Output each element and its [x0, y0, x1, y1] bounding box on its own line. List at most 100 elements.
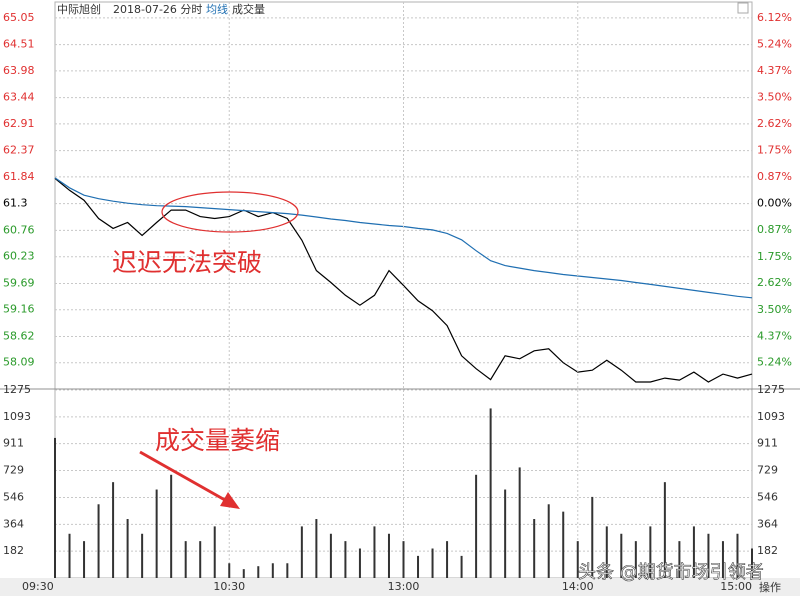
volume-bar	[634, 541, 637, 578]
volume-bar	[431, 548, 434, 578]
chart-title: 中际旭创	[57, 2, 101, 16]
price-line	[54, 177, 753, 383]
volume-bar	[373, 526, 376, 578]
operate-button[interactable]: 操作	[759, 580, 781, 594]
x-tick-label: 09:30	[22, 580, 54, 593]
annotation: 迟迟无法突破	[112, 248, 262, 277]
volume-bar	[402, 541, 405, 578]
volume-bar	[721, 541, 724, 578]
y-tick-label-right: 1275	[757, 383, 785, 396]
y-tick-label-right: 546	[757, 490, 778, 503]
volume-bar	[489, 408, 492, 578]
volume-bar	[300, 526, 303, 578]
volume-bar	[736, 533, 739, 578]
volume-bar	[228, 563, 231, 578]
y-tick-label-right: 911	[757, 437, 778, 450]
y2-tick-label: 5.24%	[757, 356, 792, 369]
y-tick-label: 729	[3, 464, 24, 477]
volume-bar	[504, 489, 507, 578]
arrow-head	[220, 492, 240, 509]
volume-bar	[678, 541, 681, 578]
y2-tick-label: 4.37%	[757, 329, 792, 342]
y-tick-label: 1093	[3, 410, 31, 423]
y2-tick-label: 3.50%	[757, 90, 792, 103]
y-tick-label: 182	[3, 544, 24, 557]
y-tick-label-right: 364	[757, 517, 778, 530]
y2-tick-label: 4.37%	[757, 64, 792, 77]
y2-tick-label: 6.12%	[757, 11, 792, 24]
volume-bar	[518, 467, 521, 578]
volume-bar	[591, 496, 594, 578]
volume-bar	[199, 541, 202, 578]
volume-bar	[358, 548, 361, 578]
y2-tick-label: 0.87%	[757, 170, 792, 183]
y-tick-label: 63.98	[3, 64, 35, 77]
close-box[interactable]	[737, 2, 749, 14]
y-tick-label: 64.51	[3, 38, 35, 51]
volume-bar	[286, 563, 289, 578]
time-axis-band	[0, 578, 800, 596]
volume-bar	[68, 533, 71, 578]
highlight-ellipse	[161, 191, 299, 233]
volume-bar	[213, 526, 216, 578]
volume-bar	[344, 541, 347, 578]
volume-bar	[257, 566, 260, 578]
y-tick-label: 65.05	[3, 11, 35, 24]
y-tick-label: 1275	[3, 383, 31, 396]
volume-bar	[271, 563, 274, 578]
annotation: 成交量萎缩	[155, 426, 280, 455]
volume-bar	[112, 482, 115, 578]
y-tick-label-right: 729	[757, 464, 778, 477]
y-tick-label: 58.09	[3, 356, 35, 369]
volume-bar	[751, 548, 753, 578]
x-tick-label: 10:30	[213, 580, 245, 593]
volume-bar	[170, 474, 173, 578]
y-tick-label-right: 182	[757, 544, 778, 557]
volume-bar	[83, 541, 86, 578]
watermark: 头条 @期货市场引领者	[578, 562, 764, 583]
y-tick-label: 62.91	[3, 117, 35, 130]
volume-bar	[54, 437, 56, 578]
volume-bar	[315, 519, 318, 578]
y-tick-label: 60.23	[3, 250, 35, 263]
arrow-shaft	[139, 450, 233, 506]
y-tick-label: 59.16	[3, 303, 35, 316]
volume-bar	[97, 504, 100, 578]
y2-tick-label: 1.75%	[757, 250, 792, 263]
y2-tick-label: 2.62%	[757, 276, 792, 289]
volume-bar	[387, 533, 390, 578]
y2-tick-label: 1.75%	[757, 144, 792, 157]
volume-bar	[533, 519, 536, 578]
y-tick-label: 61.84	[3, 170, 35, 183]
y-tick-label: 58.62	[3, 329, 35, 342]
y-tick-label: 911	[3, 437, 24, 450]
x-tick-label: 13:00	[388, 580, 420, 593]
volume-bar	[155, 489, 158, 578]
y-tick-label-right: 1093	[757, 410, 785, 423]
volume-bar	[417, 555, 420, 578]
volume-bar	[620, 533, 623, 578]
volume-bar	[576, 541, 579, 578]
y2-tick-label: 0.87%	[757, 223, 792, 236]
y-tick-label: 61.3	[3, 197, 28, 210]
y2-tick-label: 3.50%	[757, 303, 792, 316]
volume-bar	[562, 511, 565, 578]
volume-bar	[184, 541, 187, 578]
volume-bar	[692, 526, 695, 578]
volume-bar	[707, 533, 710, 578]
y2-tick-label: 5.24%	[757, 38, 792, 51]
volume-bar	[141, 533, 144, 578]
volume-bar	[446, 541, 449, 578]
legend-avg: 均线	[206, 2, 228, 16]
volume-bar	[460, 555, 463, 578]
y-tick-label: 546	[3, 490, 24, 503]
legend-volume: 成交量	[232, 2, 265, 16]
volume-bar	[242, 569, 245, 578]
volume-bar	[329, 533, 332, 578]
volume-bar	[649, 526, 652, 578]
y-tick-label: 364	[3, 517, 24, 530]
volume-bar	[475, 474, 478, 578]
